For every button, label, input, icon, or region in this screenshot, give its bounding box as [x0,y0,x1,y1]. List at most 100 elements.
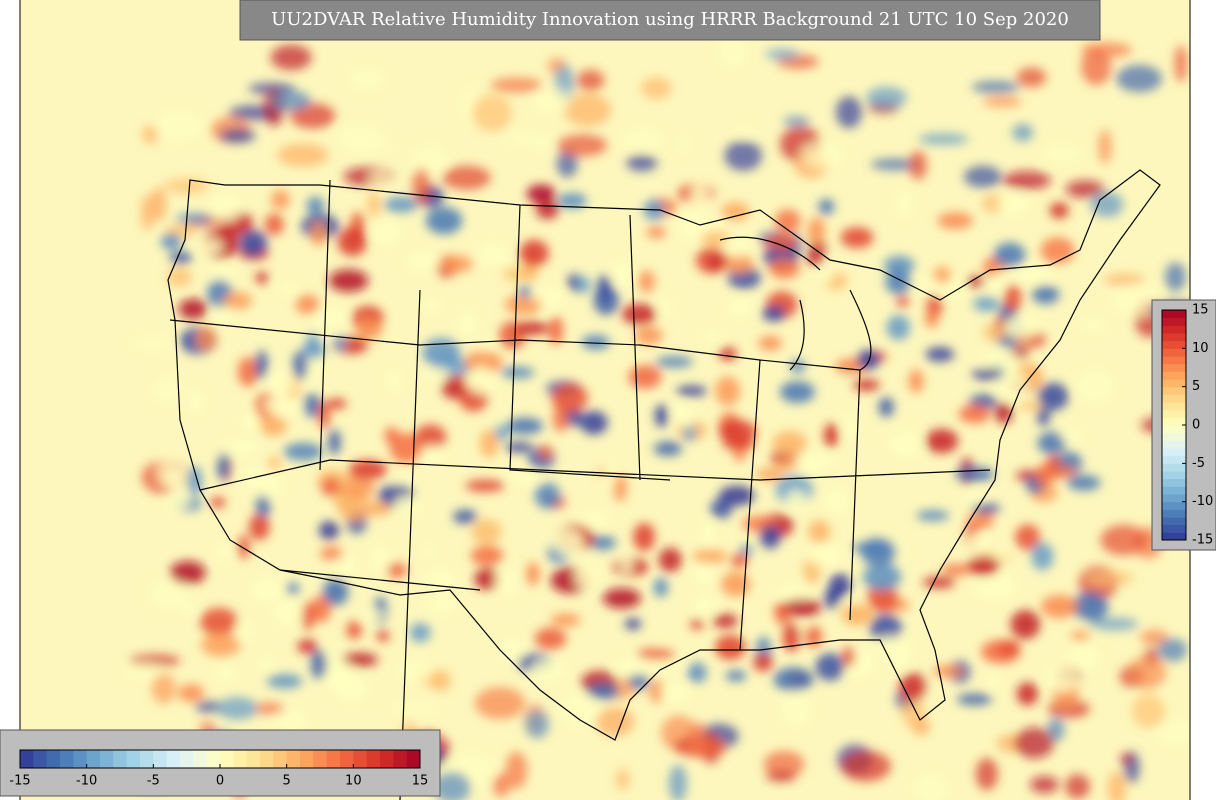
humidity-blob [994,571,1015,600]
humidity-blob [727,297,754,318]
humidity-blob [704,330,720,343]
humidity-blob [574,565,597,589]
humidity-blob [994,402,1013,424]
humidity-blob [620,128,664,152]
humidity-blob [290,103,336,129]
humidity-blob [982,351,1020,374]
humidity-blob [654,404,669,428]
humidity-blob [421,570,458,584]
humidity-blob [863,563,902,591]
humidity-blob [896,296,910,308]
humidity-blob [337,227,367,257]
colorbar-segment [1162,356,1186,365]
humidity-blob [967,555,1000,576]
colorbar-segment [1162,425,1186,434]
humidity-blob [843,413,857,442]
colorbar-segment [1162,340,1186,349]
humidity-blob [268,456,281,470]
humidity-blob [270,44,312,71]
colorbars: -15 -10 -5 0 5 10 15 -15 -10 -5 0 5 10 15 [9,303,1213,789]
humidity-blob [1080,42,1133,58]
humidity-blob [504,294,543,315]
humidity-blob [1098,129,1112,165]
humidity-blob [553,405,569,432]
humidity-blob [937,212,974,229]
humidity-blob [679,408,694,430]
humidity-blob [722,233,748,257]
humidity-blob [458,311,478,337]
humidity-blob [886,314,910,341]
humidity-blob [371,545,389,574]
humidity-blob [525,710,550,739]
humidity-blob [423,298,440,313]
humidity-blob [1003,316,1040,340]
humidity-blob [424,598,459,613]
humidity-blob [317,400,331,429]
humidity-blob [1031,285,1060,304]
humidity-blob [270,190,290,210]
humidity-blob [718,419,757,444]
humidity-blob [956,693,992,706]
colorbar-segment [1162,348,1186,357]
humidity-blob [320,477,342,497]
humidity-blob [1065,180,1105,198]
humidity-blob [973,296,1000,312]
humidity-blob [306,196,325,215]
humidity-blob [908,369,924,394]
humidity-blob [467,366,496,395]
colorbar-tick-label: 10 [1192,341,1209,356]
humidity-blob [794,451,824,473]
humidity-blob [452,509,478,524]
colorbar-tick-label: -10 [1192,494,1213,509]
colorbar-tick-label: -5 [147,774,160,789]
humidity-blob [765,48,800,60]
humidity-blob [332,554,357,578]
humidity-blob [534,627,567,650]
humidity-field [124,37,1190,800]
colorbar-segment [100,750,114,768]
title: UU2DVAR Relative Humidity Innovation usi… [271,9,1069,30]
humidity-blob [348,459,388,480]
humidity-blob [1004,284,1022,312]
humidity-blob [653,441,682,457]
humidity-blob [801,141,845,168]
boundaries [167,169,1161,800]
humidity-blob [624,618,642,630]
colorbar-segment [340,750,354,768]
humidity-blob [768,257,800,279]
humidity-blob [932,665,965,678]
colorbar-segment [246,750,261,768]
humidity-blob [275,709,309,733]
humidity-blob [1104,273,1145,286]
humidity-blob [1100,524,1147,556]
colorbar-tick-label: 5 [1192,379,1200,394]
humidity-blob [370,220,402,246]
humidity-blob [1174,45,1188,83]
humidity-blob [997,639,1021,657]
humidity-blob [283,442,323,461]
colorbar-segment [273,750,288,768]
humidity-blob [987,672,1000,690]
humidity-blob [318,520,340,540]
humidity-blob [410,145,449,175]
humidity-blob [201,633,241,657]
colorbar-tick-label: 0 [1192,418,1200,433]
humidity-blob [557,192,587,209]
colorbar-segment [1162,386,1186,395]
humidity-blob [338,493,356,520]
humidity-blob [216,452,229,480]
humidity-blob [866,584,899,612]
humidity-blob [490,77,543,93]
humidity-blob [442,376,466,400]
humidity-blob [322,578,349,606]
humidity-blob [553,529,584,557]
humidity-blob [509,470,544,484]
humidity-blob [1156,719,1190,745]
humidity-blob [524,133,551,150]
humidity-blob [763,750,805,778]
humidity-blob [472,94,512,132]
humidity-blob [758,335,782,351]
humidity-blob [1015,268,1054,283]
humidity-blob [776,584,809,604]
humidity-blob [169,560,206,585]
